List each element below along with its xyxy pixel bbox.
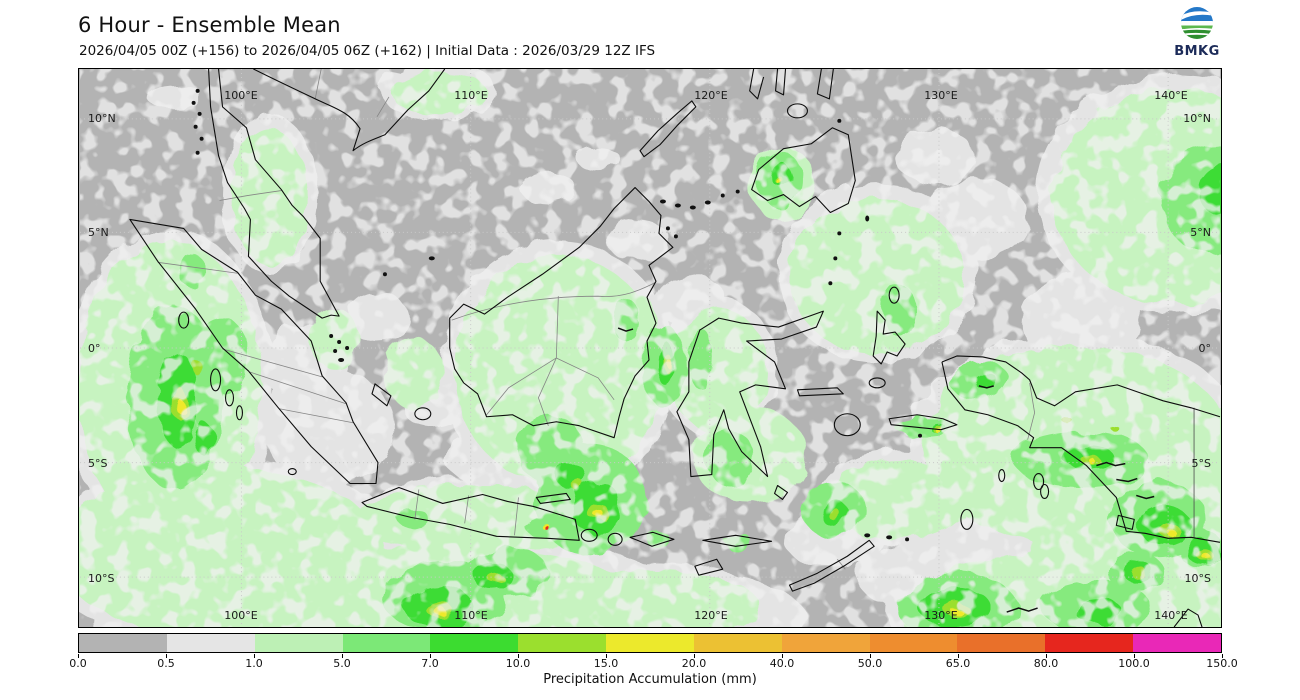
colorbar-segment [430,634,519,652]
colorbar-tick-mark [1222,654,1223,658]
colorbar-tick-label: 80.0 [1033,657,1059,670]
colorbar-tick-label: 5.0 [333,657,351,670]
colorbar-tick-label: 50.0 [857,657,883,670]
page-title: 6 Hour - Ensemble Mean [78,13,341,37]
colorbar-tick-label: 15.0 [593,657,619,670]
colorbar-segment [254,634,343,652]
colorbar-tick-mark [165,654,167,658]
colorbar-tick-label: 20.0 [681,657,707,670]
colorbar-segment [1045,634,1134,652]
gridlines [80,69,1220,627]
colorbar-segment [79,634,167,652]
bmkg-logo-label: BMKG [1174,44,1220,59]
page-subtitle: 2026/04/05 00Z (+156) to 2026/04/05 06Z … [79,43,656,59]
colorbar-tick-mark [429,654,431,658]
colorbar-segment [1133,634,1221,652]
colorbar-segment [957,634,1046,652]
colorbar-tick-mark [870,654,871,658]
terrain-marks [617,327,1155,613]
colorbar-segment [693,634,782,652]
colorbar-segment [781,634,870,652]
colorbar-tick-mark [781,654,783,658]
colorbar-tick-mark [1045,654,1047,658]
colorbar-tick-label: 1.0 [245,657,263,670]
colorbar-tick-mark [342,654,343,658]
colorbar-tick-label: 40.0 [769,657,795,670]
indonesia-precipitation-map [79,69,1221,627]
colorbar-tick-mark [254,654,255,658]
colorbar-tick-label: 0.5 [157,657,175,670]
colorbar-tick-label: 150.0 [1206,657,1238,670]
coastlines [129,69,1221,627]
colorbar-tick-mark [1134,654,1135,658]
bmkg-logo-icon [1181,7,1213,39]
colorbar-ticks: 0.0 0.5 1.0 5.0 7.0 10.0 15.0 20.0 40.0 50.0 65.0 8… [69,654,1238,672]
colorbar-segment [518,634,607,652]
map-figure: 100°E 100°E 110°E 110°E 120°E 120°E 130°E 130°E… [78,68,1222,628]
colorbar-segment [166,634,255,652]
colorbar-tick-mark [78,654,79,658]
colorbar-tick-label: 0.0 [69,657,87,670]
colorbar-tick-mark [957,654,959,658]
colorbar-tick-label: 10.0 [505,657,531,670]
bmkg-logo: BMKG [1170,5,1224,59]
colorbar-tick-label: 100.0 [1118,657,1150,670]
colorbar-tick-mark [518,654,519,658]
colorbar-tick-mark [693,654,695,658]
colorbar-segment [869,634,958,652]
colorbar [78,633,1222,653]
colorbar-tick-mark [606,654,607,658]
colorbar-segment [342,634,431,652]
colorbar-segment [606,634,694,652]
islets [191,88,923,542]
colorbar-tick-label: 65.0 [945,657,971,670]
admin-borders [157,69,1195,570]
colorbar-tick-label: 7.0 [421,657,439,670]
colorbar-title: Precipitation Accumulation (mm) [543,672,757,687]
